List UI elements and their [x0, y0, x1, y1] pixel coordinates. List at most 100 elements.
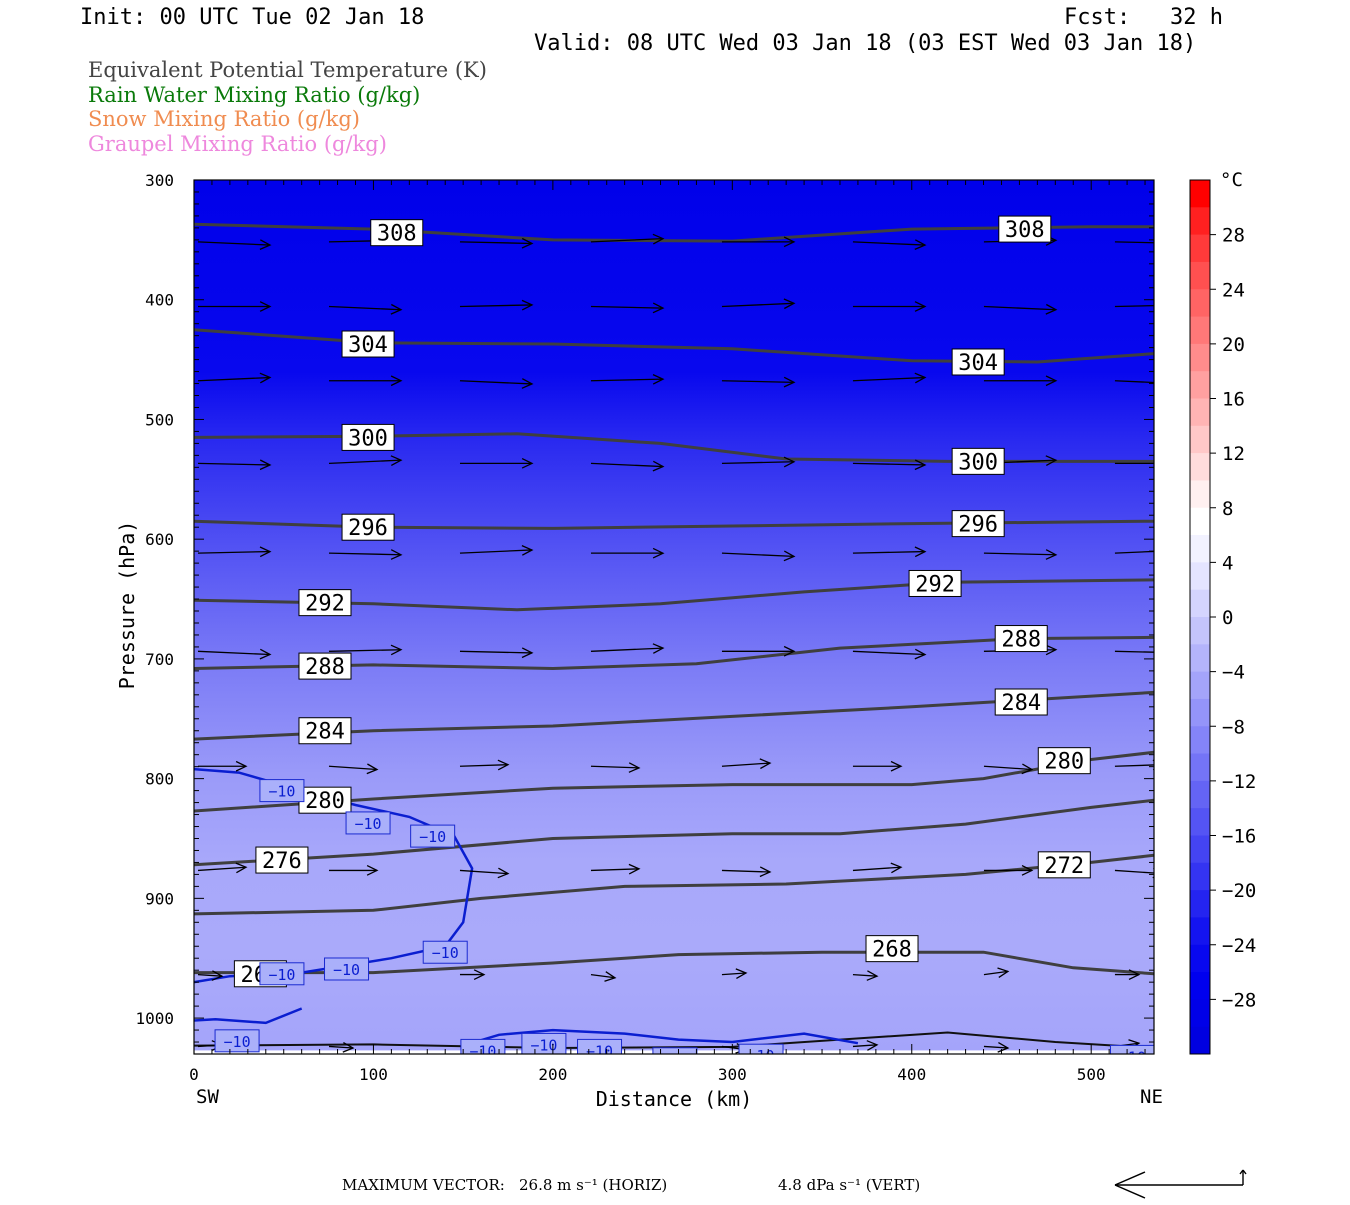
wind-vector-head: [652, 547, 665, 559]
legend-snow: Snow Mixing Ratio (g/kg): [88, 107, 360, 131]
colorbar-swatch: [1190, 289, 1210, 318]
temperature-shading: [194, 180, 1154, 1054]
wind-vector-head: [866, 1040, 879, 1051]
wind-vector: [852, 462, 925, 466]
isotherm-label: −10: [419, 828, 446, 846]
isotherm-label-box: [324, 957, 370, 981]
wind-vector-head: [1021, 865, 1034, 876]
wind-vector: [328, 552, 402, 556]
theta-e-label-280: 280: [1044, 750, 1084, 775]
colorbar-swatch: [1190, 1026, 1210, 1055]
x-tick-label: 100: [359, 1065, 388, 1084]
wind-vector-head: [1045, 455, 1058, 466]
x-right-direction: NE: [1140, 1086, 1163, 1108]
wind-vector: [197, 650, 271, 656]
y-tick-label: 400: [145, 291, 174, 310]
plot-contents: 308 308 304 304 300 300 296 296 292 292 288 288 284 2…: [194, 215, 1154, 1065]
legend-theta-e: Equivalent Potential Temperature (K): [88, 58, 487, 82]
wind-vector: [852, 650, 925, 656]
y-axis-title: Pressure (hPa): [115, 521, 139, 690]
colorbar-tick-label: −8: [1222, 716, 1245, 738]
colorbar-swatch: [1190, 808, 1210, 836]
theta-e-label-box: [341, 330, 395, 358]
theta-e-label-box: [951, 348, 1005, 376]
theta-e-label-box: [1037, 851, 1091, 879]
colorbar-swatch: [1190, 234, 1210, 263]
isotherm-label: −10: [530, 1036, 557, 1054]
colorbar-swatch: [1190, 917, 1210, 946]
colorbar-swatch: [1190, 480, 1210, 509]
wind-vector-head: [521, 299, 534, 311]
theta-e-label-304: 304: [348, 333, 388, 358]
x-tick-label: 300: [718, 1065, 747, 1084]
wind-vector: [590, 973, 616, 979]
wind-vector: [197, 550, 271, 554]
colorbar-swatch: [1190, 890, 1210, 918]
colorbar-tick-label: 16: [1222, 389, 1245, 411]
y-tick-label: 800: [145, 770, 174, 789]
valid-time: Valid: 08 UTC Wed 03 Jan 18 (03 EST Wed …: [534, 31, 1197, 56]
isotherm-label-box: [521, 1032, 567, 1054]
wind-vector-head: [997, 967, 1010, 978]
colorbar-tick-label: −28: [1222, 989, 1256, 1011]
wind-vector-head: [1045, 303, 1058, 315]
colorbar-swatch: [1190, 316, 1210, 345]
wind-vector-head: [497, 867, 510, 879]
isotherm-label-box: [738, 1043, 784, 1054]
colorbar: 28 24 20 16 12 8 4 0 −4 −8 −12 −16 −20 −24 −28 °C: [1189, 169, 1256, 1055]
colorbar-swatch: [1190, 453, 1210, 481]
wind-vector-head: [235, 862, 248, 874]
wind-vector: [328, 649, 402, 652]
wind-vector-head: [652, 374, 665, 385]
theta-e-label-276: 276: [262, 849, 302, 874]
wind-vector-head: [735, 968, 748, 979]
wind-vector-head: [783, 298, 796, 310]
wind-vector-head: [366, 763, 379, 775]
colorbar-tick-label: 0: [1222, 607, 1233, 629]
theta-e-label-box: [994, 625, 1048, 653]
theta-e-label-272: 272: [1044, 854, 1084, 879]
wind-vector: [852, 376, 925, 382]
wind-vector: [852, 1044, 877, 1048]
colorbar-tick-label: 20: [1222, 334, 1245, 356]
wind-vector-head: [390, 549, 403, 560]
wind-vector-head: [628, 762, 641, 773]
theta-e-label-268: 268: [872, 938, 912, 963]
isotherm-label: −10: [469, 1042, 496, 1060]
wind-vector-head: [473, 969, 486, 980]
isotherm-label-box: [422, 940, 468, 964]
wind-vector-head: [521, 378, 534, 389]
isotherm-label: −10: [747, 1047, 774, 1065]
colorbar-tick-label: −24: [1222, 935, 1256, 957]
wind-vector: [590, 765, 639, 769]
wind-vector-head: [866, 970, 879, 981]
wind-vector-head: [259, 546, 272, 558]
colorbar-swatch: [1190, 698, 1210, 727]
wind-vector: [459, 869, 509, 875]
wind-vector-head: [652, 643, 665, 654]
wind-vector: [1114, 241, 1154, 244]
wind-vector: [1114, 650, 1154, 653]
colorbar-swatch: [1190, 535, 1210, 563]
wind-vector-head: [211, 970, 224, 981]
wind-vector: [328, 459, 402, 465]
isotherm-label: −10: [432, 944, 459, 962]
wind-vector-head: [521, 458, 534, 469]
colorbar-tick-label: −20: [1222, 880, 1256, 902]
wind-vector: [852, 973, 877, 977]
wind-vector-head: [366, 865, 379, 876]
colorbar-swatch: [1190, 644, 1210, 673]
theta-e-label-box: [951, 510, 1005, 538]
colorbar-unit: °C: [1220, 169, 1243, 191]
forecast-hour: Fcst: 32 h: [1064, 5, 1223, 30]
wind-vector-head: [390, 375, 403, 387]
wind-vector-head: [783, 456, 796, 468]
wind-vector-head: [914, 546, 927, 558]
wind-vector: [1114, 304, 1154, 308]
theta-e-label-box: [298, 717, 352, 745]
isotherm-label: −10: [333, 961, 360, 979]
colorbar-tick-label: 24: [1222, 279, 1245, 301]
wind-vector: [590, 462, 664, 468]
wind-vector: [328, 1045, 354, 1049]
